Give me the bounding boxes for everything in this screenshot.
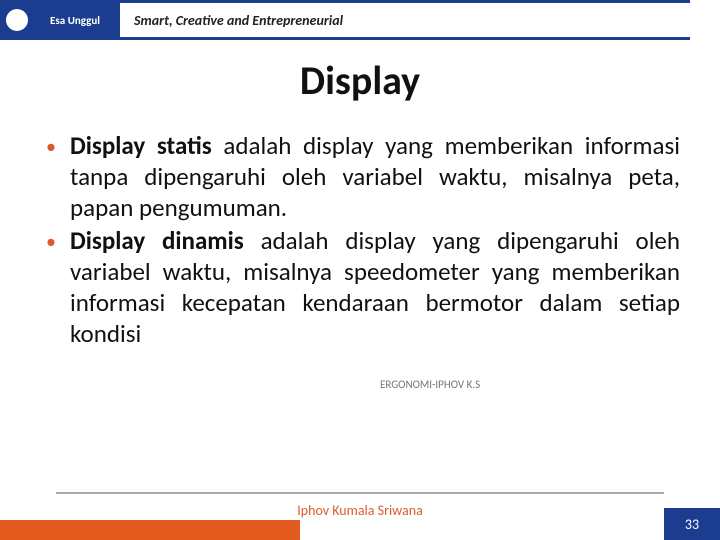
slide-title: Display <box>0 56 720 105</box>
header-bar: Esa Unggul Smart, Creative and Entrepren… <box>0 0 720 40</box>
bullet-term: Display statis <box>70 130 212 161</box>
tagline-bar: Smart, Creative and Entrepreneurial <box>120 0 720 40</box>
brand-tagline: Smart, Creative and Entrepreneurial <box>134 12 343 29</box>
bullet-text: Display statis adalah display yang membe… <box>70 130 680 223</box>
presenter-name: Iphov Kumala Sriwana <box>0 502 720 519</box>
header-rule-top <box>120 0 690 3</box>
page-number-value: 33 <box>685 516 699 533</box>
bullet-term: Display dinamis <box>70 225 244 256</box>
footer-rule <box>56 492 664 494</box>
page-number: 33 <box>664 508 720 540</box>
slide-body: • Display statis adalah display yang mem… <box>46 130 680 351</box>
footer-accent-bar <box>0 520 300 540</box>
header-rule-bottom <box>120 37 690 40</box>
brand-logo: Esa Unggul <box>0 0 120 40</box>
brand-name: Esa Unggul <box>50 15 100 26</box>
bullet-item: • Display statis adalah display yang mem… <box>46 130 680 223</box>
bullet-marker-icon: • <box>46 130 70 223</box>
bullet-item: • Display dinamis adalah display yang di… <box>46 225 680 349</box>
slide: Esa Unggul Smart, Creative and Entrepren… <box>0 0 720 540</box>
bullet-text: Display dinamis adalah display yang dipe… <box>70 225 680 349</box>
bullet-marker-icon: • <box>46 225 70 349</box>
watermark-text: ERGONOMI-IPHOV K.S <box>380 378 480 391</box>
